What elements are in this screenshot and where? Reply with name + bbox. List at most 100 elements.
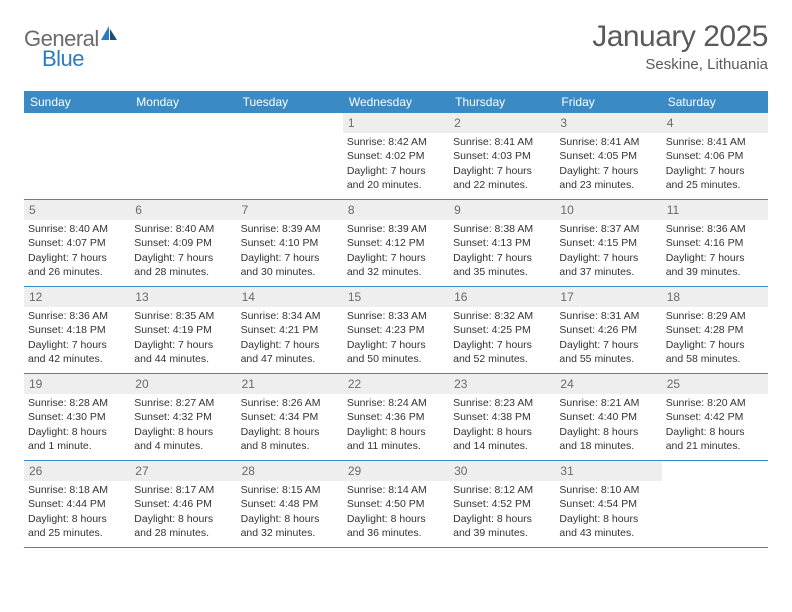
sunset-line: Sunset: 4:46 PM xyxy=(134,497,232,511)
daylight-line: Daylight: 7 hours xyxy=(28,251,126,265)
daylight-line: and 42 minutes. xyxy=(28,352,126,366)
sunrise-line: Sunrise: 8:15 AM xyxy=(241,483,339,497)
sunset-line: Sunset: 4:15 PM xyxy=(559,236,657,250)
daynum-row: 9 xyxy=(449,200,555,220)
sunrise-line: Sunrise: 8:35 AM xyxy=(134,309,232,323)
daynum-row: 30 xyxy=(449,461,555,481)
sunrise-line: Sunrise: 8:41 AM xyxy=(453,135,551,149)
day-cell: 9Sunrise: 8:38 AMSunset: 4:13 PMDaylight… xyxy=(449,200,555,286)
daylight-line: and 50 minutes. xyxy=(347,352,445,366)
week-row: 1Sunrise: 8:42 AMSunset: 4:02 PMDaylight… xyxy=(24,113,768,200)
day-cell xyxy=(130,113,236,199)
daylight-line: Daylight: 7 hours xyxy=(453,164,551,178)
sunrise-line: Sunrise: 8:42 AM xyxy=(347,135,445,149)
daylight-line: and 58 minutes. xyxy=(666,352,764,366)
day-number: 15 xyxy=(348,290,361,304)
daylight-line: Daylight: 8 hours xyxy=(559,512,657,526)
day-number: 11 xyxy=(667,203,679,217)
day-cell: 13Sunrise: 8:35 AMSunset: 4:19 PMDayligh… xyxy=(130,287,236,373)
daynum-row: 2 xyxy=(449,113,555,133)
daylight-line: and 28 minutes. xyxy=(134,526,232,540)
daynum-row: 26 xyxy=(24,461,130,481)
daylight-line: and 32 minutes. xyxy=(241,526,339,540)
sunrise-line: Sunrise: 8:36 AM xyxy=(28,309,126,323)
sunset-line: Sunset: 4:03 PM xyxy=(453,149,551,163)
daynum-row: 12 xyxy=(24,287,130,307)
day-number: 17 xyxy=(560,290,573,304)
title-block: January 2025 Seskine, Lithuania xyxy=(592,20,768,73)
location: Seskine, Lithuania xyxy=(592,56,768,73)
day-cell: 19Sunrise: 8:28 AMSunset: 4:30 PMDayligh… xyxy=(24,374,130,460)
sunset-line: Sunset: 4:12 PM xyxy=(347,236,445,250)
sunrise-line: Sunrise: 8:32 AM xyxy=(453,309,551,323)
day-cell: 25Sunrise: 8:20 AMSunset: 4:42 PMDayligh… xyxy=(662,374,768,460)
daylight-line: Daylight: 7 hours xyxy=(453,251,551,265)
day-cell: 15Sunrise: 8:33 AMSunset: 4:23 PMDayligh… xyxy=(343,287,449,373)
daylight-line: and 25 minutes. xyxy=(666,178,764,192)
day-header: Monday xyxy=(130,91,236,113)
daylight-line: and 44 minutes. xyxy=(134,352,232,366)
week-row: 19Sunrise: 8:28 AMSunset: 4:30 PMDayligh… xyxy=(24,374,768,461)
daylight-line: Daylight: 7 hours xyxy=(559,338,657,352)
week-row: 12Sunrise: 8:36 AMSunset: 4:18 PMDayligh… xyxy=(24,287,768,374)
daylight-line: Daylight: 7 hours xyxy=(28,338,126,352)
daylight-line: Daylight: 8 hours xyxy=(241,425,339,439)
day-cell: 29Sunrise: 8:14 AMSunset: 4:50 PMDayligh… xyxy=(343,461,449,547)
daylight-line: Daylight: 7 hours xyxy=(666,251,764,265)
day-number: 8 xyxy=(348,203,355,217)
day-cell: 10Sunrise: 8:37 AMSunset: 4:15 PMDayligh… xyxy=(555,200,661,286)
sunset-line: Sunset: 4:07 PM xyxy=(28,236,126,250)
daylight-line: Daylight: 7 hours xyxy=(559,251,657,265)
day-number: 22 xyxy=(348,377,361,391)
daynum-row: 20 xyxy=(130,374,236,394)
daylight-line: Daylight: 8 hours xyxy=(453,512,551,526)
day-number: 1 xyxy=(348,116,355,130)
daynum-row: 10 xyxy=(555,200,661,220)
day-header-row: Sunday Monday Tuesday Wednesday Thursday… xyxy=(24,91,768,113)
sunset-line: Sunset: 4:40 PM xyxy=(559,410,657,424)
daylight-line: Daylight: 8 hours xyxy=(241,512,339,526)
daynum-row: 5 xyxy=(24,200,130,220)
sunset-line: Sunset: 4:18 PM xyxy=(28,323,126,337)
daylight-line: and 43 minutes. xyxy=(559,526,657,540)
day-number: 7 xyxy=(242,203,249,217)
week-row: 5Sunrise: 8:40 AMSunset: 4:07 PMDaylight… xyxy=(24,200,768,287)
daylight-line: and 8 minutes. xyxy=(241,439,339,453)
day-cell: 17Sunrise: 8:31 AMSunset: 4:26 PMDayligh… xyxy=(555,287,661,373)
day-number: 16 xyxy=(454,290,467,304)
daynum-row: 15 xyxy=(343,287,449,307)
day-number: 20 xyxy=(135,377,148,391)
day-header: Wednesday xyxy=(343,91,449,113)
daylight-line: and 32 minutes. xyxy=(347,265,445,279)
daylight-line: and 4 minutes. xyxy=(134,439,232,453)
day-number: 19 xyxy=(29,377,42,391)
day-number: 6 xyxy=(135,203,142,217)
daylight-line: Daylight: 8 hours xyxy=(453,425,551,439)
day-number: 13 xyxy=(135,290,148,304)
daynum-row: 24 xyxy=(555,374,661,394)
sunset-line: Sunset: 4:13 PM xyxy=(453,236,551,250)
sunset-line: Sunset: 4:54 PM xyxy=(559,497,657,511)
day-cell: 24Sunrise: 8:21 AMSunset: 4:40 PMDayligh… xyxy=(555,374,661,460)
day-cell: 30Sunrise: 8:12 AMSunset: 4:52 PMDayligh… xyxy=(449,461,555,547)
daynum-row: 23 xyxy=(449,374,555,394)
day-header: Sunday xyxy=(24,91,130,113)
day-cell: 16Sunrise: 8:32 AMSunset: 4:25 PMDayligh… xyxy=(449,287,555,373)
daynum-row: 18 xyxy=(662,287,768,307)
day-number: 9 xyxy=(454,203,461,217)
sunset-line: Sunset: 4:44 PM xyxy=(28,497,126,511)
week-row: 26Sunrise: 8:18 AMSunset: 4:44 PMDayligh… xyxy=(24,461,768,548)
day-cell: 23Sunrise: 8:23 AMSunset: 4:38 PMDayligh… xyxy=(449,374,555,460)
sunrise-line: Sunrise: 8:31 AM xyxy=(559,309,657,323)
sunset-line: Sunset: 4:52 PM xyxy=(453,497,551,511)
sunset-line: Sunset: 4:09 PM xyxy=(134,236,232,250)
sunset-line: Sunset: 4:42 PM xyxy=(666,410,764,424)
daylight-line: and 11 minutes. xyxy=(347,439,445,453)
daylight-line: Daylight: 7 hours xyxy=(241,338,339,352)
daynum-row: 1 xyxy=(343,113,449,133)
day-number: 23 xyxy=(454,377,467,391)
daynum-row: 19 xyxy=(24,374,130,394)
sunrise-line: Sunrise: 8:34 AM xyxy=(241,309,339,323)
day-cell: 2 Sunrise: 8:41 AMSunset: 4:03 PMDaylight… xyxy=(449,113,555,199)
day-cell: 28Sunrise: 8:15 AMSunset: 4:48 PMDayligh… xyxy=(237,461,343,547)
